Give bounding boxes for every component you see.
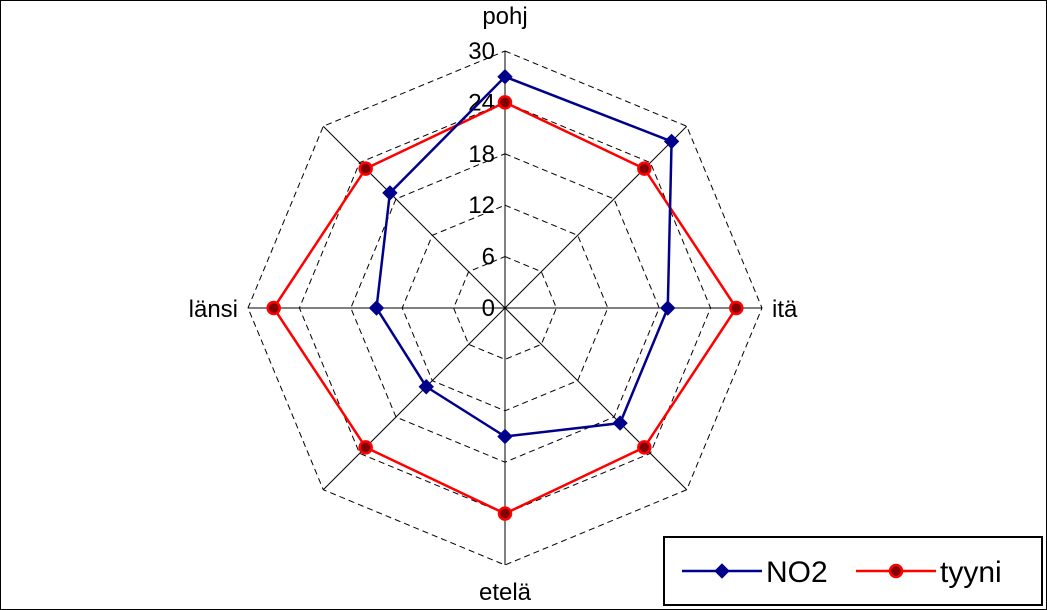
legend-label-tyyni: tyyni: [940, 556, 1002, 589]
axis-label-0: pohj: [482, 3, 527, 30]
legend-label-no2: NO2: [766, 556, 828, 589]
point-NO2-3: [612, 415, 628, 431]
legend-marker-tyyni: [888, 563, 904, 579]
tick-label-30: 30: [468, 38, 495, 65]
tick-label-12: 12: [468, 192, 495, 219]
spoke-5: [322, 307, 506, 491]
point-tyyni-3: [637, 440, 652, 455]
spoke-1: [504, 125, 688, 309]
point-tyyni-4: [497, 506, 513, 521]
series-NO2: [368, 68, 680, 445]
point-tyyni-2: [729, 300, 744, 316]
point-NO2-0: [497, 68, 513, 85]
series-layer: [266, 68, 744, 521]
spoke-layer: [248, 51, 762, 565]
series-tyyni: [266, 95, 744, 521]
point-tyyni-6: [266, 300, 281, 316]
axis-label-4: etelä: [479, 579, 532, 606]
point-NO2-6: [368, 300, 385, 316]
grid-ring-30: [247, 50, 763, 566]
point-tyyni-0: [497, 95, 513, 110]
point-tyyni-1: [637, 161, 652, 176]
grid-ring-6: [453, 256, 557, 360]
axis-label-layer: pohj itä etelä länsi: [189, 3, 798, 606]
axis-label-2: itä: [772, 296, 798, 323]
point-tyyni-5: [358, 440, 373, 455]
spoke-3: [504, 307, 688, 491]
axis-label-6: länsi: [189, 296, 238, 323]
point-NO2-1: [663, 133, 680, 150]
legend: NO2 tyyni: [663, 536, 1043, 606]
point-NO2-4: [497, 428, 513, 445]
point-tyyni-7: [358, 161, 373, 176]
tick-label-24: 24: [468, 89, 495, 116]
point-NO2-5: [418, 379, 434, 395]
point-NO2-7: [382, 185, 398, 201]
spoke-7: [322, 125, 506, 309]
tick-label-6: 6: [482, 244, 495, 271]
tick-label-18: 18: [468, 141, 495, 168]
tick-label-0: 0: [482, 295, 495, 322]
point-NO2-2: [660, 300, 676, 316]
tick-layer: 0 6 12 18 24 30: [468, 38, 495, 322]
legend-marker-no2: [714, 563, 730, 579]
